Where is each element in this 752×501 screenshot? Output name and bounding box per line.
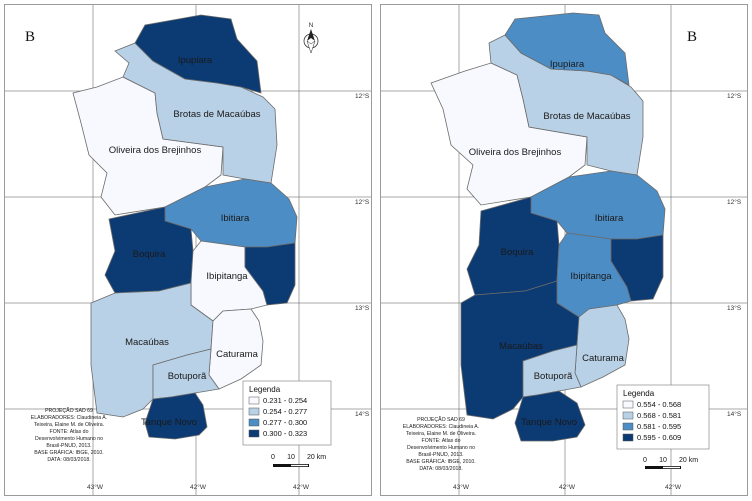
region-tanque: [514, 390, 586, 442]
credit-line-5: Desenvolvimento Humano no: [35, 436, 103, 442]
panel-label: B: [25, 29, 35, 45]
region-east-dark: [244, 242, 296, 306]
label-tanque: Tanque Novo: [521, 417, 577, 428]
credit-line-4: FONTE: Atlas do: [422, 438, 461, 444]
label-macaubas: Macaúbas: [499, 341, 543, 352]
scale-0: 0: [271, 454, 275, 461]
label-caturama: Caturama: [216, 349, 258, 360]
coord-lat-2: 12°S: [727, 198, 742, 206]
north-label: N: [309, 22, 314, 29]
label-botupora: Botuporã: [168, 371, 207, 382]
scale-10: 10: [287, 454, 295, 461]
legend-swatch-1: [248, 396, 260, 405]
map-panel-right: Ipupiara Brotas de Macaúbas Oliveira dos…: [380, 4, 748, 496]
legend: Legenda 0.554 - 0.568 0.568 - 0.581 0.58…: [616, 384, 710, 450]
legend-swatch-4: [622, 433, 634, 442]
credit-line-3: Teixeira, Elaine M. de Oliveira.: [406, 431, 476, 437]
coord-lon-2: 42°W: [190, 483, 207, 491]
legend-item-2: 0.568 - 0.581: [637, 411, 681, 420]
region-ipupiara: [134, 14, 262, 94]
map-canvas: Ipupiara Brotas de Macaúbas Oliveira dos…: [381, 5, 747, 495]
legend-title: Legenda: [249, 385, 281, 394]
credit-line-1: PROJEÇÃO SAD 69: [417, 416, 465, 423]
label-caturama: Caturama: [582, 353, 624, 364]
label-macaubas: Macaúbas: [125, 337, 169, 348]
credit-line-7: BASE GRÁFICA: IBGE, 2010.: [34, 449, 103, 456]
label-boquira: Boquira: [501, 247, 534, 258]
north-arrow-icon: N: [303, 22, 319, 54]
credit-line-3: Teixeira, Elaine M. de Oliveira.: [34, 422, 104, 428]
coord-lon-2: 42°W: [559, 483, 576, 491]
coord-lat-1: 12°S: [355, 92, 370, 100]
map-canvas: Ipupiara Brotas de Macaúbas Oliveira dos…: [5, 5, 371, 495]
credit-line-7: BASE GRÁFICA: IBGE, 2010.: [406, 458, 475, 465]
credit-line-1: PROJEÇÃO SAD 69: [45, 407, 93, 414]
map-credits: PROJEÇÃO SAD 69 ELABORADORES: Claudineia…: [403, 416, 479, 472]
region-tanque: [144, 392, 208, 440]
coord-lon-3: 42°W: [293, 483, 310, 491]
coord-lat-2: 12°S: [355, 198, 370, 206]
scale-20: 20 km: [307, 454, 326, 461]
region-caturama: [574, 304, 630, 388]
label-brotas: Brotas de Macaúbas: [543, 111, 630, 122]
legend-item-3: 0.581 - 0.595: [637, 422, 681, 431]
credit-line-2: ELABORADORES: Claudineia A.: [31, 415, 107, 421]
map-panel-left: Ipupiara Brotas de Macaúbas Oliveira dos…: [4, 4, 372, 496]
legend-item-4: 0.595 - 0.609: [637, 433, 681, 442]
panel-label: B: [687, 29, 697, 45]
legend-item-1: 0.554 - 0.568: [637, 400, 681, 409]
coord-lon-1: 43°W: [453, 483, 470, 491]
label-tanque: Tanque Novo: [141, 417, 197, 428]
label-ibitiara: Ibitiara: [595, 213, 624, 224]
region-ipupiara: [504, 12, 630, 86]
scale-20: 20 km: [679, 457, 698, 464]
label-oliveira: Oliveira dos Brejinhos: [109, 145, 202, 156]
scale-10: 10: [659, 457, 667, 464]
label-ibitiara: Ibitiara: [221, 213, 250, 224]
label-ipupiara: Ipupiara: [550, 59, 585, 70]
label-oliveira: Oliveira dos Brejinhos: [469, 147, 562, 158]
label-ipupiara: Ipupiara: [178, 55, 213, 66]
label-botupora: Botuporã: [534, 371, 573, 382]
legend-item-3: 0.277 - 0.300: [263, 418, 307, 427]
legend-swatch-2: [622, 411, 634, 420]
legend-swatch-4: [248, 429, 260, 438]
legend: Legenda 0.231 - 0.254 0.254 - 0.277 0.27…: [242, 380, 332, 446]
scale-0: 0: [643, 457, 647, 464]
legend-item-2: 0.254 - 0.277: [263, 407, 307, 416]
label-brotas: Brotas de Macaúbas: [173, 109, 260, 120]
credit-line-4: FONTE: Atlas do: [50, 429, 89, 435]
scale-bar: 0 10 20 km: [271, 454, 326, 467]
credit-line-2: ELABORADORES: Claudineia A.: [403, 424, 479, 430]
legend-swatch-2: [248, 407, 260, 416]
scale-bar: 0 10 20 km: [643, 457, 698, 469]
legend-item-1: 0.231 - 0.254: [263, 396, 307, 405]
label-ibipitanga: Ibipitanga: [570, 271, 612, 282]
legend-swatch-3: [248, 418, 260, 427]
credit-line-5: Desenvolvimento Humano no: [407, 445, 475, 451]
coord-lon-3: 42°W: [665, 483, 682, 491]
coord-lat-4: 14°S: [355, 410, 370, 418]
coord-lat-1: 12°S: [727, 92, 742, 100]
region-east-dark: [610, 234, 664, 302]
map-credits: PROJEÇÃO SAD 69 ELABORADORES: Claudineia…: [31, 407, 107, 463]
legend-swatch-3: [622, 422, 634, 431]
label-boquira: Boquira: [133, 249, 166, 260]
legend-title: Legenda: [623, 389, 655, 398]
credit-line-8: DATA: 08/03/2018.: [47, 457, 90, 463]
label-ibipitanga: Ibipitanga: [206, 271, 248, 282]
coord-lon-1: 43°W: [87, 483, 104, 491]
credit-line-6: Brasil-PNUD, 2013.: [46, 443, 91, 449]
coord-lat-3: 13°S: [727, 304, 742, 312]
legend-item-4: 0.300 - 0.323: [263, 429, 307, 438]
credit-line-6: Brasil-PNUD, 2013.: [418, 452, 463, 458]
coord-lat-4: 14°S: [727, 410, 742, 418]
coord-lat-3: 13°S: [355, 304, 370, 312]
legend-swatch-1: [622, 400, 634, 409]
credit-line-8: DATA: 08/03/2018.: [419, 466, 462, 472]
